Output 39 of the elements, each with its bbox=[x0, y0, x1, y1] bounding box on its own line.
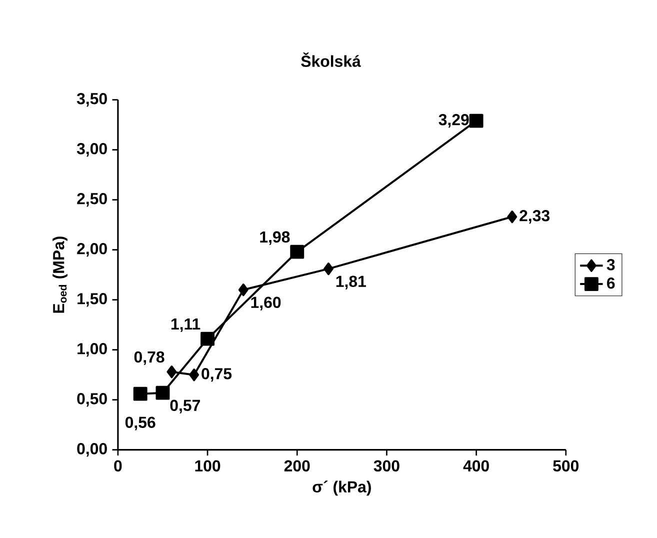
x-tick-label: 200 bbox=[284, 460, 310, 472]
chart-title: Školská bbox=[301, 52, 361, 67]
point bbox=[290, 244, 304, 259]
legend-label: 3 bbox=[606, 259, 615, 270]
point bbox=[469, 114, 484, 128]
x-tick-label: 500 bbox=[553, 460, 579, 472]
y-axis-title: E$_{oed}$ (MPa) bbox=[52, 236, 68, 313]
data-label: 1,60 bbox=[251, 296, 281, 310]
data-label: 0,78 bbox=[134, 351, 164, 365]
point bbox=[156, 386, 170, 400]
data-label: 1,98 bbox=[260, 231, 290, 245]
y-tick-label: 2,00 bbox=[77, 243, 107, 257]
point bbox=[166, 366, 177, 378]
data-label: 0,57 bbox=[170, 400, 200, 414]
data-label: 1,81 bbox=[336, 276, 366, 290]
data-label: 1,11 bbox=[171, 318, 200, 332]
y-tick-label: 0,00 bbox=[77, 443, 107, 457]
x-axis-title: σ´ (kPa) bbox=[312, 480, 371, 496]
y-tick-label: 2,50 bbox=[77, 193, 107, 207]
data-label: 0,75 bbox=[202, 368, 232, 382]
point bbox=[200, 332, 215, 346]
y-tick-label: 3,50 bbox=[76, 93, 107, 107]
data-label: 2,33 bbox=[520, 210, 550, 224]
point bbox=[507, 210, 518, 224]
x-tick-label: 300 bbox=[374, 460, 400, 472]
y-tick-label: 0,50 bbox=[77, 393, 107, 407]
data-label: 0,56 bbox=[125, 416, 156, 430]
legend-label: 6 bbox=[607, 278, 615, 289]
x-tick-label: 400 bbox=[463, 460, 489, 472]
point bbox=[323, 262, 334, 276]
y-tick-label: 1,00 bbox=[78, 343, 107, 357]
point bbox=[189, 368, 200, 382]
x-tick-label: 0 bbox=[114, 460, 122, 472]
y-tick-label: 1,50 bbox=[78, 293, 107, 307]
y-tick-label: 3,00 bbox=[76, 143, 107, 157]
x-tick-label: 100 bbox=[195, 460, 220, 472]
point bbox=[238, 284, 248, 296]
data-label: 3,29 bbox=[438, 114, 469, 128]
point bbox=[133, 386, 148, 401]
